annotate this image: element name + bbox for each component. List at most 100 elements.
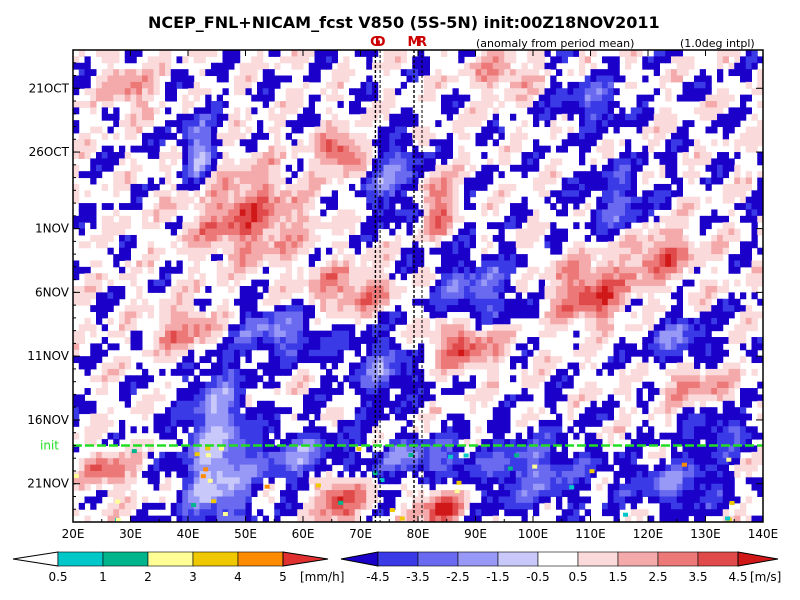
field-cell — [406, 215, 413, 223]
field-cell — [751, 426, 758, 434]
field-cell — [757, 190, 763, 198]
field-cell — [211, 413, 218, 421]
field-cell — [182, 56, 189, 64]
field-cell — [216, 407, 223, 415]
field-cell — [521, 152, 528, 159]
field-cell — [504, 75, 511, 83]
field-cell — [688, 407, 695, 415]
field-cell — [734, 177, 741, 185]
field-cell — [504, 439, 511, 446]
field-cell — [728, 419, 735, 427]
field-cell — [423, 298, 430, 306]
field-cell — [418, 279, 425, 287]
field-cell — [251, 439, 258, 446]
field-cell — [130, 120, 137, 128]
field-cell — [234, 266, 241, 274]
field-cell — [510, 241, 517, 249]
field-cell — [303, 177, 310, 185]
field-cell — [728, 413, 735, 421]
field-cell — [711, 94, 718, 102]
field-cell — [423, 413, 430, 421]
field-cell — [84, 190, 91, 198]
field-cell — [389, 317, 396, 325]
field-cell — [354, 101, 361, 108]
field-cell — [337, 407, 344, 415]
field-cell — [504, 279, 511, 287]
field-cell — [176, 362, 183, 370]
field-cell — [320, 388, 327, 395]
field-cell — [550, 330, 557, 338]
field-cell — [418, 164, 425, 172]
field-cell — [326, 330, 333, 338]
field-cell — [464, 356, 471, 364]
field-cell — [360, 426, 367, 434]
field-cell — [458, 413, 465, 421]
field-cell — [130, 234, 137, 242]
field-cell — [751, 56, 758, 64]
field-cell — [556, 305, 563, 313]
field-cell — [400, 413, 407, 421]
field-cell — [205, 152, 212, 159]
field-cell — [124, 337, 131, 344]
field-cell — [400, 152, 407, 159]
field-cell — [671, 190, 678, 198]
field-cell — [222, 101, 229, 108]
field-cell — [337, 324, 344, 332]
field-cell — [469, 183, 476, 191]
field-cell — [188, 279, 195, 287]
field-cell — [303, 324, 310, 332]
field-cell — [320, 362, 327, 370]
field-cell — [205, 324, 212, 332]
field-cell — [222, 432, 229, 440]
field-cell — [119, 222, 126, 230]
field-cell — [159, 69, 166, 77]
field-cell — [113, 177, 120, 185]
field-cell — [239, 62, 246, 70]
field-cell — [400, 286, 407, 293]
field-cell — [722, 50, 729, 57]
field-cell — [372, 101, 379, 108]
field-cell — [550, 317, 557, 325]
field-cell — [331, 337, 338, 344]
field-cell — [268, 81, 275, 89]
field-cell — [469, 266, 476, 274]
field-cell — [579, 343, 586, 351]
field-cell — [165, 337, 172, 344]
field-cell — [124, 381, 131, 389]
field-cell — [193, 234, 200, 242]
field-cell — [216, 394, 223, 402]
field-cell — [481, 56, 488, 64]
field-cell — [372, 349, 379, 357]
field-cell — [648, 94, 655, 102]
field-cell — [251, 145, 258, 153]
field-cell — [153, 337, 160, 344]
field-cell — [498, 343, 505, 351]
field-cell — [165, 273, 172, 281]
field-cell — [630, 183, 637, 191]
field-cell — [556, 247, 563, 255]
field-cell — [423, 203, 430, 210]
field-cell — [268, 241, 275, 249]
field-cell — [590, 101, 597, 108]
field-cell — [349, 241, 356, 249]
field-cell — [274, 139, 281, 147]
field-cell — [170, 419, 177, 427]
field-cell — [596, 273, 603, 281]
field-cell — [285, 388, 292, 395]
field-cell — [688, 279, 695, 287]
field-cell — [705, 362, 712, 370]
field-cell — [671, 75, 678, 83]
field-cell — [625, 286, 632, 293]
field-cell — [354, 413, 361, 421]
field-cell — [222, 349, 229, 357]
field-cell — [688, 381, 695, 389]
field-cell — [613, 196, 620, 204]
field-cell — [504, 266, 511, 274]
field-cell — [412, 356, 419, 364]
field-cell — [124, 88, 131, 96]
field-cell — [84, 69, 91, 77]
field-cell — [458, 132, 465, 140]
field-cell — [377, 311, 384, 319]
field-cell — [199, 152, 206, 159]
field-cell — [705, 324, 712, 332]
